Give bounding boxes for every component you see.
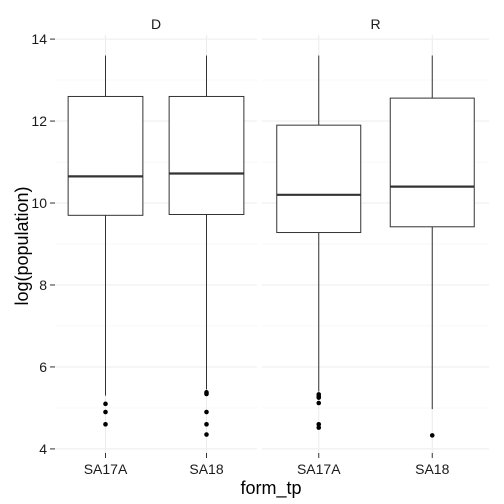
outlier-point — [103, 401, 108, 407]
y-tick-label: 10 — [31, 195, 47, 211]
x-tick-label: SA18 — [415, 461, 449, 477]
facet-strip-label: D — [151, 16, 161, 32]
y-tick-label: 14 — [31, 31, 47, 47]
y-tick-label: 4 — [39, 441, 47, 457]
outlier-point — [316, 395, 322, 400]
x-tick-label: SA17A — [297, 461, 341, 477]
outlier-point — [316, 422, 322, 427]
x-axis: SA17A SA18 SA17A SA18 — [84, 453, 450, 477]
y-axis: 4 6 8 10 12 14 — [31, 31, 55, 457]
outlier-point — [316, 400, 322, 406]
facet-strip-label: R — [370, 16, 380, 32]
y-tick-label: 6 — [39, 359, 47, 375]
y-tick-label: 12 — [31, 113, 47, 129]
outlier-point — [204, 391, 209, 397]
y-tick-label: 8 — [39, 277, 47, 293]
box-iqr — [168, 95, 245, 215]
outlier-point — [429, 433, 435, 438]
box-iqr — [276, 124, 362, 234]
outlier-point — [103, 409, 108, 415]
box-iqr — [67, 95, 144, 216]
x-axis-title: form_tp — [240, 478, 301, 499]
outlier-point — [204, 422, 209, 427]
box-iqr — [389, 97, 475, 228]
y-axis-title: log(population) — [12, 186, 32, 305]
x-tick-label: SA18 — [189, 461, 223, 477]
outlier-point — [316, 425, 322, 430]
outlier-point — [204, 409, 209, 415]
outlier-point — [103, 422, 108, 427]
x-tick-label: SA17A — [84, 461, 128, 477]
boxes — [67, 55, 475, 438]
outlier-point — [204, 432, 209, 437]
